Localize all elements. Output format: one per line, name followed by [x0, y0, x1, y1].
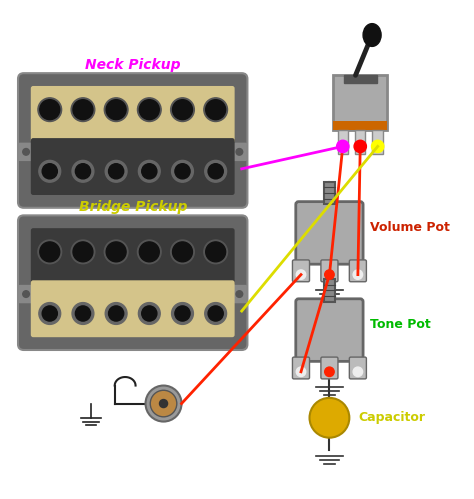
- Circle shape: [173, 100, 192, 120]
- Circle shape: [175, 164, 190, 179]
- Circle shape: [236, 291, 243, 297]
- Text: Capacitor: Capacitor: [359, 411, 426, 424]
- Circle shape: [73, 100, 93, 120]
- Bar: [344, 75, 376, 83]
- Circle shape: [71, 98, 95, 122]
- Circle shape: [325, 270, 334, 279]
- Circle shape: [142, 164, 157, 179]
- Circle shape: [139, 242, 159, 262]
- Text: Bridge Pickup: Bridge Pickup: [79, 200, 187, 214]
- FancyBboxPatch shape: [31, 280, 235, 337]
- Circle shape: [105, 302, 127, 324]
- Circle shape: [39, 160, 61, 182]
- Circle shape: [23, 149, 29, 155]
- Bar: [355, 130, 365, 154]
- Circle shape: [206, 242, 226, 262]
- FancyBboxPatch shape: [333, 75, 387, 130]
- Circle shape: [42, 306, 57, 321]
- Circle shape: [72, 302, 94, 324]
- Circle shape: [204, 98, 228, 122]
- FancyBboxPatch shape: [349, 260, 366, 282]
- Circle shape: [104, 240, 128, 263]
- Circle shape: [325, 367, 334, 377]
- Circle shape: [40, 100, 60, 120]
- Text: Tone Pot: Tone Pot: [370, 318, 430, 331]
- FancyBboxPatch shape: [18, 73, 247, 208]
- Circle shape: [353, 270, 363, 279]
- FancyBboxPatch shape: [349, 357, 366, 379]
- Circle shape: [146, 386, 182, 422]
- Circle shape: [139, 100, 159, 120]
- Circle shape: [208, 164, 223, 179]
- FancyBboxPatch shape: [19, 143, 33, 160]
- Circle shape: [106, 242, 126, 262]
- Circle shape: [109, 164, 124, 179]
- Circle shape: [138, 160, 160, 182]
- Circle shape: [296, 270, 306, 279]
- FancyBboxPatch shape: [232, 285, 246, 302]
- Circle shape: [73, 242, 93, 262]
- FancyBboxPatch shape: [321, 357, 338, 379]
- Circle shape: [208, 306, 223, 321]
- Bar: [337, 130, 348, 154]
- Bar: [333, 121, 387, 130]
- Circle shape: [354, 140, 366, 153]
- Circle shape: [172, 302, 193, 324]
- Text: Neck Pickup: Neck Pickup: [85, 58, 181, 72]
- Circle shape: [171, 98, 194, 122]
- Circle shape: [150, 390, 177, 417]
- Bar: [373, 130, 383, 154]
- Circle shape: [173, 242, 192, 262]
- FancyBboxPatch shape: [296, 299, 363, 361]
- FancyBboxPatch shape: [31, 86, 235, 143]
- Circle shape: [137, 98, 161, 122]
- Circle shape: [40, 242, 60, 262]
- Circle shape: [38, 98, 62, 122]
- Circle shape: [105, 160, 127, 182]
- Circle shape: [106, 100, 126, 120]
- Circle shape: [75, 306, 91, 321]
- Circle shape: [310, 398, 349, 438]
- FancyBboxPatch shape: [18, 216, 247, 350]
- FancyBboxPatch shape: [292, 260, 310, 282]
- FancyBboxPatch shape: [31, 228, 235, 285]
- Circle shape: [138, 302, 160, 324]
- FancyBboxPatch shape: [232, 143, 246, 160]
- FancyBboxPatch shape: [296, 202, 363, 264]
- Circle shape: [159, 399, 168, 408]
- Circle shape: [204, 240, 228, 263]
- Circle shape: [23, 291, 29, 297]
- Circle shape: [39, 302, 61, 324]
- Bar: [324, 279, 335, 301]
- Circle shape: [175, 306, 190, 321]
- FancyBboxPatch shape: [31, 138, 235, 195]
- Circle shape: [75, 164, 91, 179]
- Circle shape: [71, 240, 95, 263]
- Circle shape: [372, 140, 384, 153]
- Circle shape: [171, 240, 194, 263]
- Circle shape: [206, 100, 226, 120]
- FancyBboxPatch shape: [292, 357, 310, 379]
- Circle shape: [337, 140, 349, 153]
- Circle shape: [236, 149, 243, 155]
- Circle shape: [137, 240, 161, 263]
- Circle shape: [38, 240, 62, 263]
- FancyBboxPatch shape: [321, 260, 338, 282]
- Circle shape: [353, 367, 363, 377]
- Circle shape: [104, 98, 128, 122]
- Text: Volume Pot: Volume Pot: [370, 221, 450, 234]
- Circle shape: [296, 367, 306, 377]
- Bar: [324, 182, 335, 205]
- Circle shape: [42, 164, 57, 179]
- Ellipse shape: [363, 23, 381, 46]
- Circle shape: [142, 306, 157, 321]
- Circle shape: [205, 160, 227, 182]
- Circle shape: [72, 160, 94, 182]
- Circle shape: [109, 306, 124, 321]
- Circle shape: [172, 160, 193, 182]
- FancyBboxPatch shape: [19, 285, 33, 302]
- Circle shape: [205, 302, 227, 324]
